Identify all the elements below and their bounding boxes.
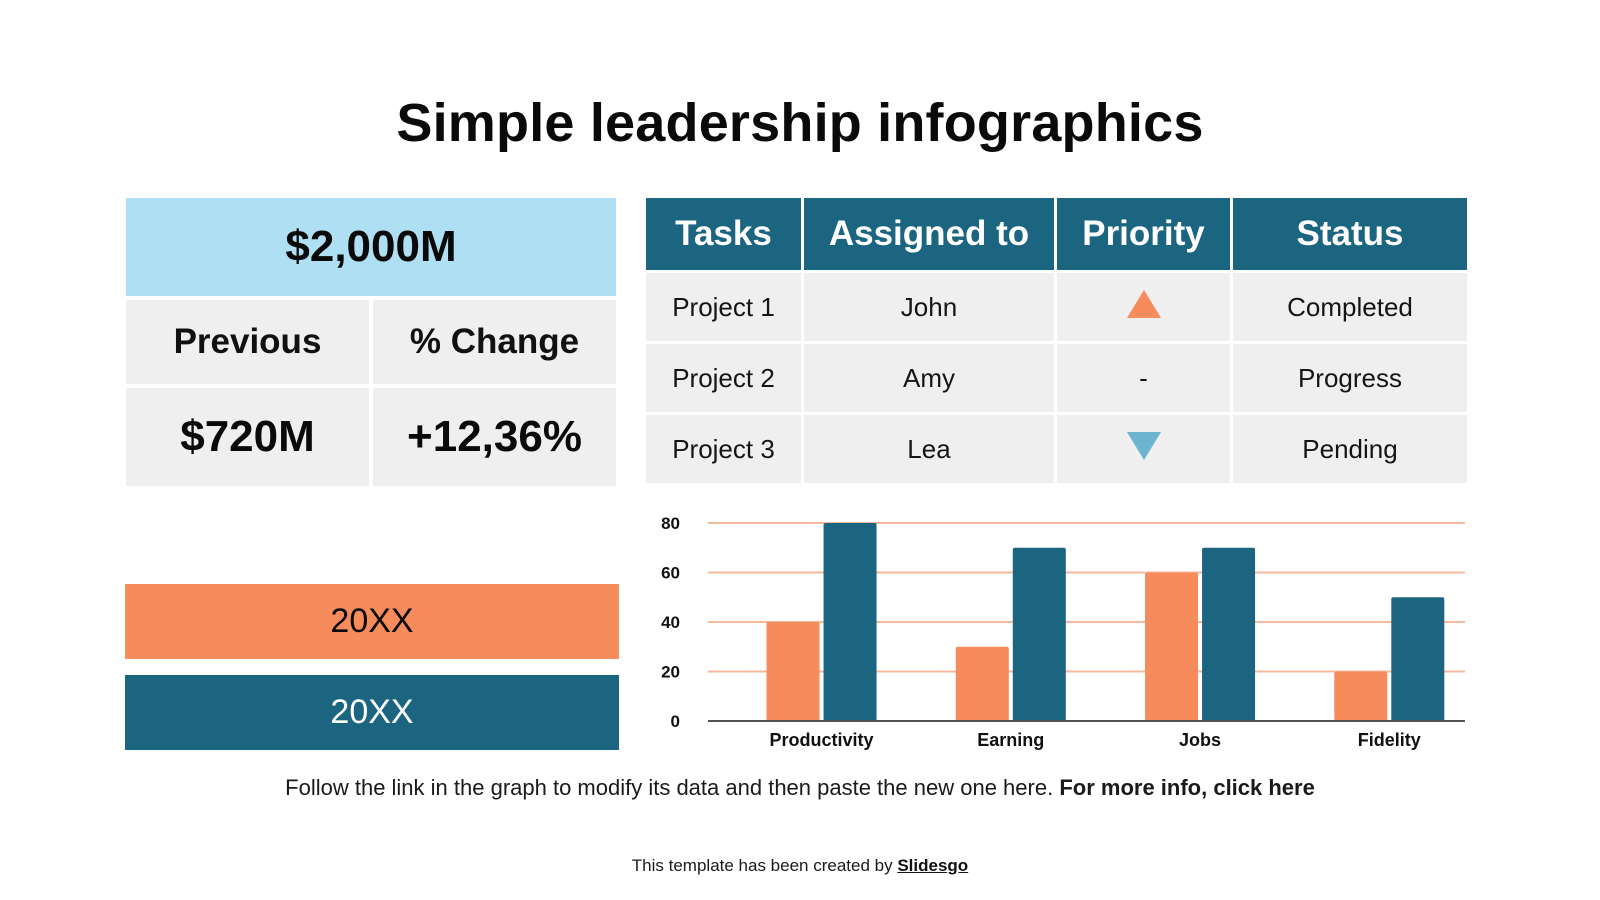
- tasks-table: Tasks Assigned to Priority Status Projec…: [643, 195, 1470, 486]
- task-assignee: Lea: [804, 415, 1054, 483]
- credit-text: This template has been created by: [631, 856, 893, 875]
- y-tick-label: 80: [661, 514, 680, 533]
- header-priority: Priority: [1057, 198, 1230, 270]
- x-category-label: Productivity: [770, 730, 874, 750]
- bar: [1202, 547, 1256, 721]
- down-triangle-icon: [1126, 431, 1161, 460]
- slidesgo-link[interactable]: Slidesgo: [897, 856, 969, 875]
- y-tick-label: 40: [661, 613, 680, 632]
- bar: [766, 622, 820, 721]
- header-status: Status: [1233, 198, 1467, 270]
- up-triangle-icon: [1126, 289, 1161, 318]
- y-tick-label: 0: [671, 712, 680, 731]
- kpi-value-previous: $720M: [126, 388, 369, 486]
- bar: [1334, 671, 1388, 721]
- bar: [1145, 572, 1199, 721]
- bar: [823, 523, 877, 721]
- year-legend-teal: 20XX: [125, 675, 619, 750]
- footer-note-text: Follow the link in the graph to modify i…: [285, 775, 1054, 800]
- x-category-label: Earning: [977, 730, 1044, 750]
- footer-note: Follow the link in the graph to modify i…: [0, 775, 1600, 801]
- credit-line: This template has been created by Slides…: [0, 856, 1600, 876]
- task-status: Progress: [1233, 344, 1467, 412]
- header-tasks: Tasks: [646, 198, 801, 270]
- kpi-value-change: +12,36%: [373, 388, 616, 486]
- x-category-label: Fidelity: [1358, 730, 1421, 750]
- task-name: Project 1: [646, 273, 801, 341]
- table-row: Project 2 Amy - Progress: [646, 344, 1467, 412]
- bar-chart: 0 20 40 60 80 Productivity Earning Jobs Fidelity: [650, 505, 1470, 755]
- page-title: Simple leadership infographics: [396, 93, 1204, 153]
- task-name: Project 2: [646, 344, 801, 412]
- y-tick-label: 20: [661, 663, 680, 682]
- y-tick-label: 60: [661, 564, 680, 583]
- bar: [1012, 547, 1066, 721]
- x-category-label: Jobs: [1179, 730, 1221, 750]
- task-priority: [1057, 415, 1230, 483]
- task-name: Project 3: [646, 415, 801, 483]
- year-legend-orange: 20XX: [125, 584, 619, 659]
- kpi-label-change: % Change: [373, 300, 616, 384]
- kpi-block: $2,000M Previous % Change $720M +12,36%: [126, 198, 616, 486]
- bar: [955, 646, 1009, 721]
- task-assignee: Amy: [804, 344, 1054, 412]
- task-status: Pending: [1233, 415, 1467, 483]
- kpi-label-previous: Previous: [126, 300, 369, 384]
- task-priority: [1057, 273, 1230, 341]
- bar-chart-svg: 0 20 40 60 80 Productivity Earning Jobs Fidelity: [661, 514, 1465, 750]
- table-row: Project 1 John Completed: [646, 273, 1467, 341]
- task-priority: -: [1057, 344, 1230, 412]
- table-row: Project 3 Lea Pending: [646, 415, 1467, 483]
- header-assigned: Assigned to: [804, 198, 1054, 270]
- more-info-link[interactable]: For more info, click here: [1059, 775, 1315, 800]
- kpi-total: $2,000M: [126, 198, 616, 296]
- task-status: Completed: [1233, 273, 1467, 341]
- bar: [1391, 597, 1445, 721]
- task-assignee: John: [804, 273, 1054, 341]
